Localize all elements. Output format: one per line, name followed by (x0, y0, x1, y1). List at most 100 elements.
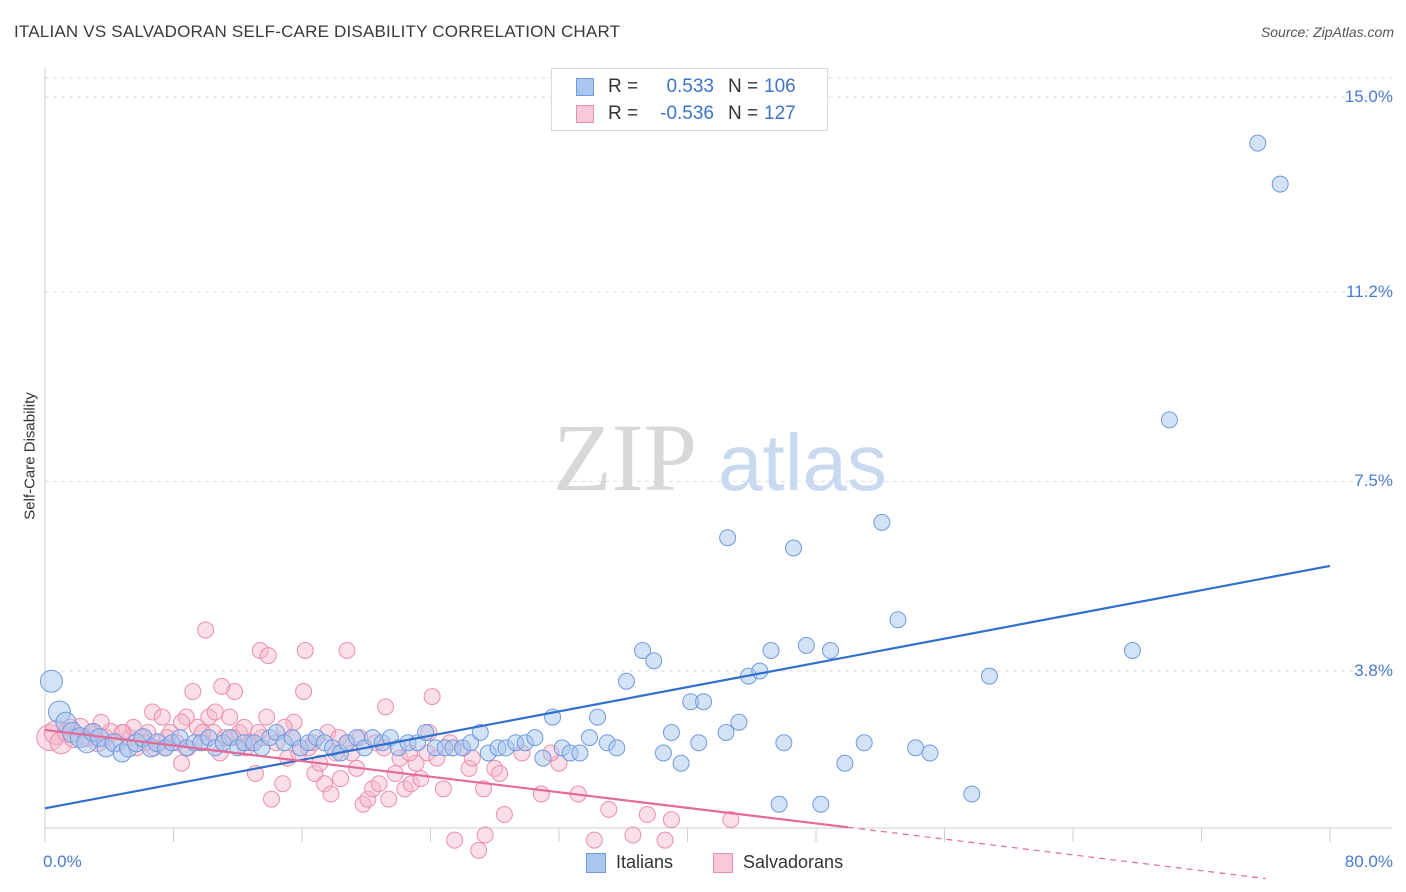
y-tick-label: 7.5% (1354, 471, 1393, 491)
italians-point (1271, 175, 1289, 193)
y-tick-label: 15.0% (1344, 87, 1393, 106)
x-tick-min: 0.0% (43, 852, 82, 871)
italians-point (634, 642, 652, 659)
italians-point (751, 662, 769, 680)
italians-point (1249, 134, 1267, 152)
italians-point (1123, 642, 1141, 659)
italians-point (534, 749, 552, 767)
salvadorans-point (259, 647, 277, 665)
legend-italians[interactable]: Italians (586, 852, 673, 873)
salvadorans-point (460, 759, 478, 777)
italians-point (907, 739, 925, 757)
axes (44, 68, 1392, 842)
salvadorans-point (402, 775, 420, 793)
italians-point (526, 729, 544, 747)
legend-italians-label: Italians (616, 852, 674, 872)
italians-point (581, 729, 599, 747)
x-tick-max: 80.0% (1344, 852, 1393, 871)
salvadorans-point (412, 770, 430, 788)
legend-salvadorans[interactable]: Salvadorans (713, 852, 843, 873)
italians-point (690, 734, 708, 752)
watermark-zip: ZIP (553, 404, 697, 511)
correlation-legend: R = 0.533 N = 106 R = -0.536 N = 127 (551, 68, 828, 131)
salvadorans-point (177, 708, 195, 726)
italians-point (775, 734, 793, 752)
salvadorans-point (221, 708, 239, 726)
salvadorans-trend-line (44, 728, 849, 829)
salvadorans-point (251, 642, 269, 659)
salvadorans-point (495, 806, 513, 823)
salvadorans-swatch (576, 105, 594, 123)
italians-point (921, 744, 939, 762)
salvadorans-point (262, 790, 280, 808)
salvadorans-point (380, 790, 398, 808)
salvadorans-point (206, 703, 224, 721)
italians-point (1160, 411, 1178, 429)
salvadorans-point (173, 713, 191, 731)
salvadorans-point (377, 698, 395, 716)
italians-point (980, 667, 998, 685)
salvadorans-point (722, 811, 740, 829)
italians-point (770, 795, 788, 813)
watermark-atlas: atlas (718, 418, 887, 507)
salvadorans-point (476, 826, 494, 844)
italians-point (873, 513, 891, 531)
source-credit: Source: ZipAtlas.com (1260, 24, 1394, 40)
italians-point (762, 642, 780, 659)
y-tick-label: 3.8% (1354, 661, 1393, 680)
salvadorans-point (434, 780, 452, 798)
salvadorans-point (638, 806, 656, 823)
salvadorans-point (258, 708, 276, 726)
salvadorans-point (332, 770, 350, 788)
r-label: R = (608, 103, 639, 124)
italians-point (471, 724, 489, 741)
salvadorans-point (407, 754, 425, 772)
r-label: R = (608, 76, 639, 97)
italians-trend-line (44, 564, 1331, 810)
salvadorans-point (446, 831, 464, 849)
italians-point (836, 754, 854, 772)
italians-swatch (576, 78, 594, 96)
italians-point (730, 713, 748, 731)
italians-point (963, 785, 981, 803)
salvadorans-point (370, 775, 388, 793)
salvadorans-point (470, 841, 488, 859)
italians-swatch (586, 852, 606, 873)
italians-point (812, 795, 830, 813)
y-tick-label: 11.2% (1346, 281, 1393, 301)
italians-point (717, 724, 735, 741)
italians-point (695, 693, 713, 711)
salvadorans-point (295, 683, 313, 700)
italians-point (654, 744, 672, 762)
n-label: N = (728, 103, 759, 124)
legend-row-italians: R = 0.533 N = 106 (576, 76, 796, 98)
r-value: 0.533 (666, 76, 714, 97)
salvadorans-points (36, 621, 740, 859)
italians-point (589, 708, 607, 726)
italians-point (672, 754, 690, 772)
salvadorans-point (486, 759, 504, 777)
italians-point (39, 669, 63, 693)
italians-point (662, 724, 680, 741)
salvadorans-point (354, 795, 372, 813)
salvadorans-point (600, 800, 618, 818)
italians-point (855, 734, 873, 752)
n-value: 127 (764, 103, 796, 124)
salvadorans-point (322, 785, 340, 803)
chart-title: ITALIAN VS SALVADORAN SELF-CARE DISABILI… (14, 22, 621, 41)
italians-point (608, 739, 626, 757)
n-label: N = (728, 76, 759, 97)
r-value: -0.536 (660, 103, 714, 124)
legend-salvadorans-label: Salvadorans (743, 852, 844, 872)
salvadorans-point (423, 688, 441, 706)
salvadorans-point (153, 708, 171, 726)
salvadorans-point (475, 780, 493, 798)
salvadorans-point (173, 754, 191, 772)
legend-row-salvadorans: R = -0.536 N = 127 (576, 103, 796, 125)
salvadorans-point (656, 831, 674, 849)
salvadorans-point (226, 683, 244, 700)
italians-points (39, 134, 1289, 813)
salvadorans-point (359, 790, 377, 808)
gridlines (45, 77, 1392, 672)
